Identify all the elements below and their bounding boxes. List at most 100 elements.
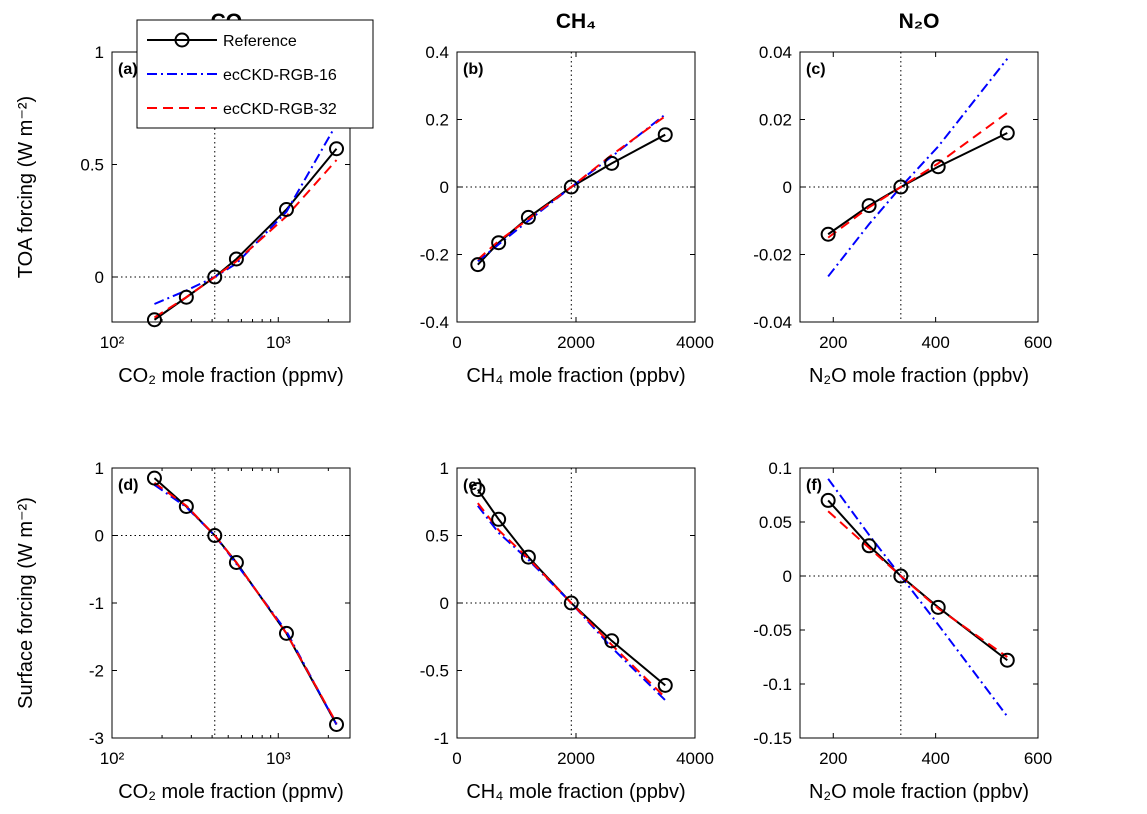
panel-label: (d) — [118, 477, 138, 494]
data-marker — [604, 155, 620, 171]
y-tick-label: -0.02 — [753, 246, 792, 265]
y-tick-label: -0.2 — [420, 246, 449, 265]
panel: -0.15 -0.1 -0.05 0 0.05 0.1 200 400 600 (f) N₂O mo… — [753, 459, 1052, 803]
y-tick-label: 0.2 — [425, 111, 449, 130]
x-tick-label: 4000 — [676, 333, 714, 352]
x-axis-label: CO₂ mole fraction (ppmv) — [118, 781, 344, 803]
data-marker — [861, 538, 877, 554]
y-tick-label: -0.4 — [420, 313, 449, 332]
axes-box — [799, 467, 1039, 739]
x-tick-label: 0 — [452, 333, 461, 352]
x-tick-label: 4000 — [676, 749, 714, 768]
series-line — [477, 115, 666, 261]
x-tick-label: 600 — [1024, 749, 1052, 768]
x-tick-label: 400 — [921, 333, 949, 352]
y-tick-label: 0 — [783, 567, 792, 586]
plot-area — [112, 468, 350, 738]
panel: -3 -2 -1 0 1 10² 10³ (d) CO₂ mole fraction (ppmv… — [15, 459, 351, 803]
x-axis-label: CH₄ mole fraction (ppbv) — [466, 781, 685, 803]
y-tick-label: -2 — [89, 662, 104, 681]
series-line — [827, 111, 1008, 239]
data-marker — [470, 482, 486, 498]
data-marker — [604, 633, 620, 649]
y-tick-label: 0.5 — [80, 156, 104, 175]
x-axis-label: N₂O mole fraction (ppbv) — [809, 365, 1029, 387]
panel-label: (c) — [806, 61, 826, 78]
data-marker — [278, 625, 294, 641]
y-tick-label: 1 — [95, 459, 104, 478]
panel: 0 0.5 1 10² 10³ (a) CO₂ mole fraction (ppmv) TO… — [15, 10, 374, 387]
data-marker — [930, 599, 946, 615]
data-marker — [563, 179, 579, 195]
data-marker — [893, 179, 909, 195]
data-marker — [146, 470, 162, 486]
y-tick-label: -1 — [434, 729, 449, 748]
panel-label: (a) — [118, 61, 138, 78]
x-axis-label: N₂O mole fraction (ppbv) — [809, 781, 1029, 803]
data-marker — [228, 555, 244, 570]
x-tick-label: 200 — [819, 749, 847, 768]
x-axis-label: CO₂ mole fraction (ppmv) — [118, 365, 344, 387]
data-marker — [999, 125, 1015, 141]
legend-marker — [174, 32, 190, 48]
y-tick-label: -0.5 — [420, 662, 449, 681]
x-tick-label: 10³ — [266, 749, 291, 768]
x-axis-label: CH₄ mole fraction (ppbv) — [466, 365, 685, 387]
data-marker — [520, 549, 536, 565]
y-tick-label: 0.5 — [425, 527, 449, 546]
y-tick-label: -1 — [89, 594, 104, 613]
y-axis-label: Surface forcing (W m⁻²) — [15, 497, 37, 709]
data-marker — [178, 498, 194, 514]
data-marker — [470, 257, 486, 273]
chart-title: CH₄ — [556, 10, 596, 33]
series-line — [827, 510, 1008, 658]
data-marker — [861, 198, 877, 214]
y-tick-label: -3 — [89, 729, 104, 748]
data-marker — [563, 595, 579, 611]
data-marker — [146, 312, 162, 328]
panel-label: (e) — [463, 477, 483, 494]
chart-title: N₂O — [899, 10, 940, 33]
x-tick-label: 2000 — [557, 333, 595, 352]
y-axis-label: TOA forcing (W m⁻²) — [15, 96, 37, 278]
legend-label: Reference — [223, 33, 297, 50]
x-tick-label: 2000 — [557, 749, 595, 768]
y-tick-label: -0.05 — [753, 621, 792, 640]
y-tick-label: 0 — [95, 527, 104, 546]
y-tick-label: 0.4 — [425, 43, 449, 62]
data-marker — [820, 492, 836, 508]
y-tick-label: -0.04 — [753, 313, 792, 332]
panel: -0.04 -0.02 0 0.02 0.04 200 400 600 (c) N₂O mole … — [753, 10, 1052, 387]
y-tick-label: 1 — [440, 459, 449, 478]
data-marker — [657, 677, 673, 693]
data-marker — [207, 269, 223, 285]
plot-area — [457, 52, 695, 322]
y-tick-label: 0 — [783, 178, 792, 197]
y-tick-label: 0.1 — [768, 459, 792, 478]
y-tick-label: 0.04 — [759, 43, 792, 62]
data-marker — [329, 141, 345, 157]
y-tick-label: 0 — [440, 594, 449, 613]
y-tick-label: -0.15 — [753, 729, 792, 748]
data-marker — [278, 202, 294, 217]
x-tick-label: 0 — [452, 749, 461, 768]
y-tick-label: 1 — [95, 43, 104, 62]
y-tick-label: 0.05 — [759, 513, 792, 532]
data-marker — [491, 511, 507, 527]
plot-area — [800, 52, 1038, 322]
y-tick-label: 0 — [95, 268, 104, 287]
data-marker — [893, 568, 909, 584]
data-marker — [228, 251, 244, 267]
y-tick-label: 0.02 — [759, 111, 792, 130]
data-marker — [329, 717, 345, 732]
y-tick-label: -0.1 — [763, 675, 792, 694]
legend: Reference ecCKD-RGB-16 ecCKD-RGB-32 — [136, 19, 374, 129]
data-marker — [178, 289, 194, 305]
y-tick-label: 0 — [440, 178, 449, 197]
data-marker — [820, 226, 836, 242]
data-marker — [930, 159, 946, 175]
legend-label: ecCKD-RGB-32 — [223, 101, 337, 118]
data-marker — [657, 127, 673, 143]
